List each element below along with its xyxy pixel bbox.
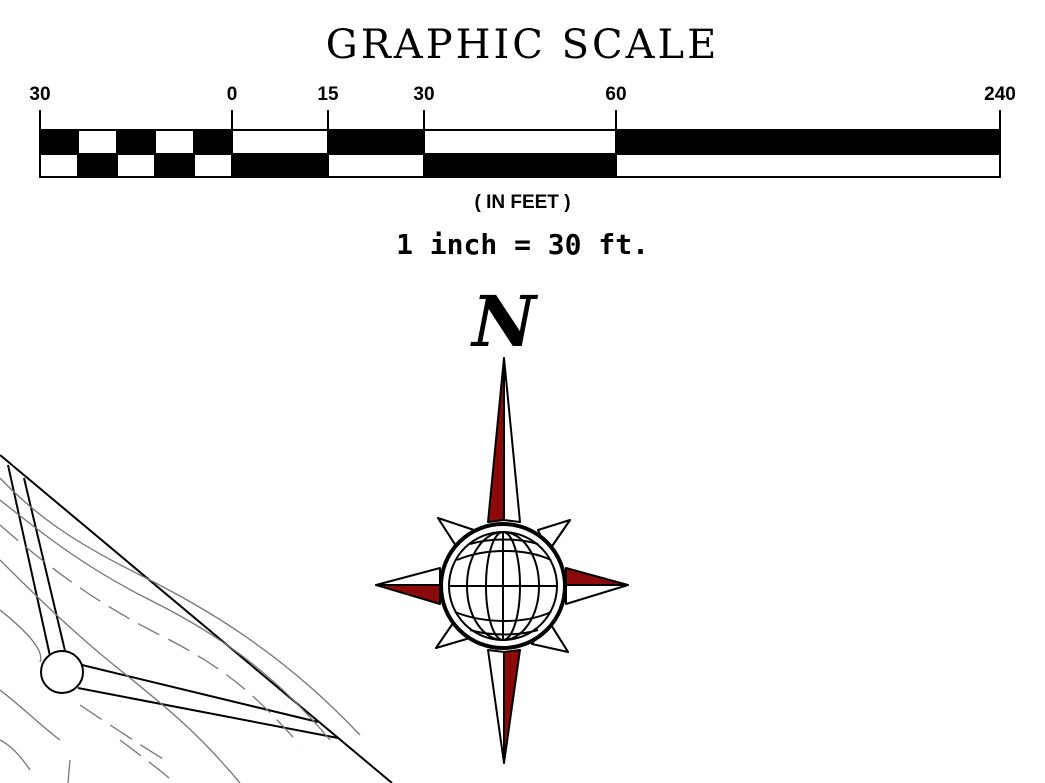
boundary-line [0, 454, 393, 783]
contour-line [0, 609, 42, 663]
compass-point-east [565, 567, 629, 586]
compass-point-west [375, 567, 441, 586]
contour-line [0, 499, 331, 741]
contour-line [0, 524, 301, 746]
scale-tick-label: 60 [605, 84, 627, 105]
scale-segment [39, 129, 79, 155]
compass-point-north [487, 357, 505, 523]
easement-line [7, 464, 51, 657]
scale-tick-label: 15 [317, 84, 339, 105]
scale-segment [77, 129, 118, 155]
compass-point-east [565, 584, 629, 605]
scale-tick-label: 30 [413, 84, 435, 105]
easement-line [81, 664, 319, 723]
compass-rose [375, 357, 629, 764]
units-label: ( IN FEET ) [474, 192, 571, 213]
contour-line [119, 739, 176, 783]
scale-segment [231, 129, 329, 155]
scale-segment [327, 153, 425, 178]
compass-point-south [487, 649, 505, 764]
contour-line [0, 739, 31, 771]
contour-line [0, 477, 361, 736]
scale-tick-label: 30 [29, 84, 51, 105]
scale-bar [39, 110, 1001, 178]
scale-segment [423, 153, 617, 178]
scale-segment [154, 153, 195, 178]
contour-line [79, 704, 166, 761]
survey-linework [0, 454, 393, 783]
compass-point-west [375, 584, 441, 605]
scale-segment [423, 129, 617, 155]
scale-outline [39, 129, 1001, 178]
scale-segment [327, 129, 425, 155]
contour-line [0, 559, 241, 783]
scale-segment [77, 153, 118, 178]
scale-segment [193, 153, 233, 178]
scale-segment [615, 129, 1001, 155]
easement-line [77, 687, 339, 739]
scale-segment [615, 153, 1001, 178]
scale-segment [154, 129, 195, 155]
globe-icon [439, 522, 567, 650]
compass-point-north [503, 357, 521, 523]
scale-tick-label: 240 [984, 84, 1016, 105]
scale-ratio: 1 inch = 30 ft. [396, 228, 649, 261]
scale-segment [193, 129, 233, 155]
north-label: N [472, 280, 536, 363]
scale-segment [231, 153, 329, 178]
scale-segment [116, 153, 156, 178]
scale-tick-label: 0 [226, 84, 238, 105]
scale-segment [39, 153, 79, 178]
monument-circle [40, 650, 84, 694]
contour-line [67, 759, 71, 783]
compass-point-south [503, 649, 521, 764]
contour-line [0, 689, 61, 741]
scale-title: GRAPHIC SCALE [325, 22, 720, 68]
scale-segment [116, 129, 156, 155]
